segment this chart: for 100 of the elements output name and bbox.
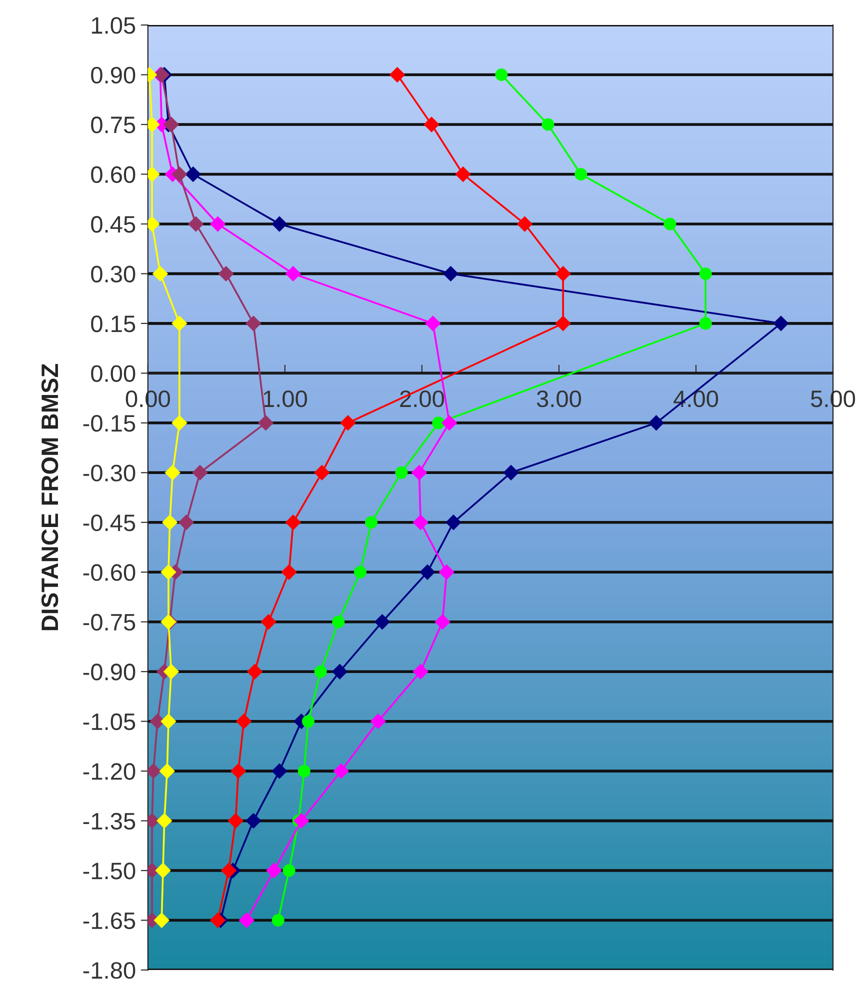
- point: [333, 763, 349, 779]
- point: [773, 316, 789, 332]
- point: [210, 912, 226, 928]
- y-tick-label: -0.15: [83, 414, 136, 432]
- point: [185, 166, 201, 182]
- point: [555, 316, 571, 332]
- point: [228, 812, 244, 829]
- y-tick-label: 1.05: [92, 17, 136, 34]
- point: [374, 614, 390, 630]
- y-tick-label: 0.00: [91, 365, 136, 382]
- x-tick-label: 3.00: [536, 390, 582, 408]
- point: [172, 166, 188, 182]
- point: [272, 914, 284, 927]
- y-tick-label: -1.20: [83, 763, 136, 780]
- point: [160, 713, 176, 730]
- point: [542, 118, 554, 131]
- point: [172, 316, 188, 332]
- y-tick-label: 0.90: [91, 66, 136, 84]
- point: [332, 616, 345, 628]
- point: [172, 415, 188, 431]
- point: [272, 216, 288, 232]
- x-tick-label: 5.00: [810, 390, 856, 408]
- y-tick-label: 0.30: [91, 266, 136, 282]
- point: [163, 116, 180, 132]
- y-tick-label: -0.45: [83, 514, 136, 532]
- point: [699, 317, 712, 330]
- point: [285, 514, 302, 530]
- point: [354, 566, 367, 578]
- point: [332, 664, 348, 680]
- point: [314, 665, 327, 678]
- y-tick-label: -0.60: [83, 564, 136, 581]
- point: [163, 664, 180, 680]
- point: [365, 516, 378, 529]
- point: [188, 216, 204, 232]
- point: [246, 812, 262, 829]
- point: [302, 715, 314, 728]
- point: [424, 116, 440, 132]
- point: [266, 862, 282, 878]
- y-tick-label: -1.35: [83, 812, 136, 830]
- point: [294, 812, 310, 829]
- point: [574, 168, 588, 180]
- point: [441, 415, 458, 431]
- point: [236, 713, 252, 730]
- x-tick-label: 2.00: [400, 390, 444, 408]
- point: [238, 912, 254, 928]
- y-tick-label: -1.50: [83, 862, 136, 880]
- point: [246, 316, 262, 332]
- point: [664, 218, 676, 230]
- point: [159, 763, 175, 779]
- point: [210, 216, 226, 232]
- point: [648, 415, 664, 431]
- point: [455, 166, 471, 182]
- point: [555, 266, 571, 282]
- point: [178, 514, 194, 530]
- point: [314, 464, 330, 481]
- y-axis-title: DISTANCE FROM BMSZ: [41, 364, 58, 630]
- y-tick-label: 0.60: [91, 166, 136, 184]
- point: [434, 614, 450, 630]
- x-tick-label: 1.00: [264, 390, 307, 408]
- point: [246, 664, 263, 680]
- point: [438, 564, 454, 580]
- point: [503, 464, 519, 481]
- y-tick-label: -0.75: [83, 614, 136, 631]
- y-tick-label: 0.15: [91, 316, 136, 332]
- y-tick-label: -1.80: [83, 962, 136, 979]
- point: [160, 564, 176, 580]
- point: [389, 66, 406, 83]
- point: [285, 266, 302, 282]
- point: [340, 415, 356, 431]
- point: [412, 514, 428, 530]
- y-tick-label: -1.65: [83, 912, 136, 930]
- y-tick-label: -0.90: [83, 664, 136, 680]
- y-tick-label: -0.30: [83, 464, 136, 482]
- point: [412, 664, 428, 680]
- y-tick-label: 0.75: [91, 116, 136, 134]
- point: [155, 862, 171, 878]
- point: [370, 713, 386, 730]
- point: [395, 466, 408, 479]
- point: [495, 68, 508, 81]
- point: [218, 266, 234, 282]
- point: [220, 862, 237, 878]
- y-tick-label: 0.45: [91, 216, 136, 233]
- point: [298, 764, 310, 778]
- point: [192, 464, 208, 481]
- point: [699, 267, 712, 280]
- point: [152, 266, 168, 282]
- point: [162, 514, 178, 530]
- point: [156, 812, 172, 829]
- point: [154, 912, 170, 928]
- point: [272, 763, 288, 779]
- point: [258, 415, 274, 431]
- point: [260, 614, 276, 630]
- point: [282, 864, 296, 877]
- point: [432, 416, 445, 430]
- x-tick-label: 0.00: [126, 390, 170, 408]
- point: [164, 464, 180, 481]
- point: [230, 763, 246, 779]
- point: [411, 464, 428, 481]
- point: [446, 514, 462, 530]
- y-tick-label: -1.05: [83, 713, 136, 730]
